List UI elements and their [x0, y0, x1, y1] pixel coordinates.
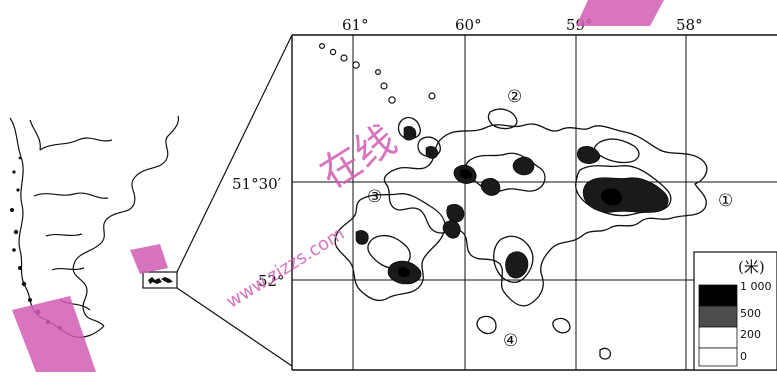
projection-line-bottom	[176, 287, 293, 367]
region-marker-4: ④	[503, 331, 518, 351]
lat-label-52: 52°	[258, 272, 285, 290]
south-america-inset	[9, 115, 180, 338]
watermark-logo-top	[576, 0, 664, 26]
region-marker-3: ③	[367, 187, 382, 207]
peak-fills	[398, 169, 622, 277]
legend-swatch-1000	[698, 284, 738, 307]
locator-box	[142, 271, 178, 289]
legend-level-200: 200	[740, 328, 761, 341]
legend-level-500: 500	[740, 307, 761, 320]
legend-swatch-0	[698, 347, 738, 367]
watermark-url: www.zizzs.com	[223, 223, 349, 312]
lon-label-60: 60°	[455, 16, 482, 34]
lat-label-51-30: 51°30′	[232, 175, 282, 193]
legend-swatch-500	[698, 305, 738, 328]
watermark: 在线 www.zizzs.com	[12, 0, 664, 372]
elevation-legend: (米) 1 000 500 200 0	[693, 251, 777, 371]
northwest-islets	[319, 42, 436, 104]
projection-line-top	[176, 34, 293, 273]
legend-unit: (米)	[738, 258, 765, 276]
region-marker-2: ②	[507, 87, 522, 107]
watermark-logo-bottom	[12, 296, 96, 372]
lon-label-61: 61°	[342, 16, 369, 34]
legend-level-0: 0	[740, 350, 747, 363]
watermark-cn: 在线	[312, 117, 404, 198]
elevation-fills	[355, 126, 669, 285]
legend-swatch-200	[698, 326, 738, 349]
watermark-glyph	[130, 244, 168, 274]
legend-level-1000: 1 000	[740, 280, 772, 293]
lon-label-58: 58°	[676, 16, 703, 34]
graticule	[292, 35, 777, 370]
region-marker-1: ①	[718, 191, 733, 211]
locator-box-islands	[148, 277, 173, 284]
